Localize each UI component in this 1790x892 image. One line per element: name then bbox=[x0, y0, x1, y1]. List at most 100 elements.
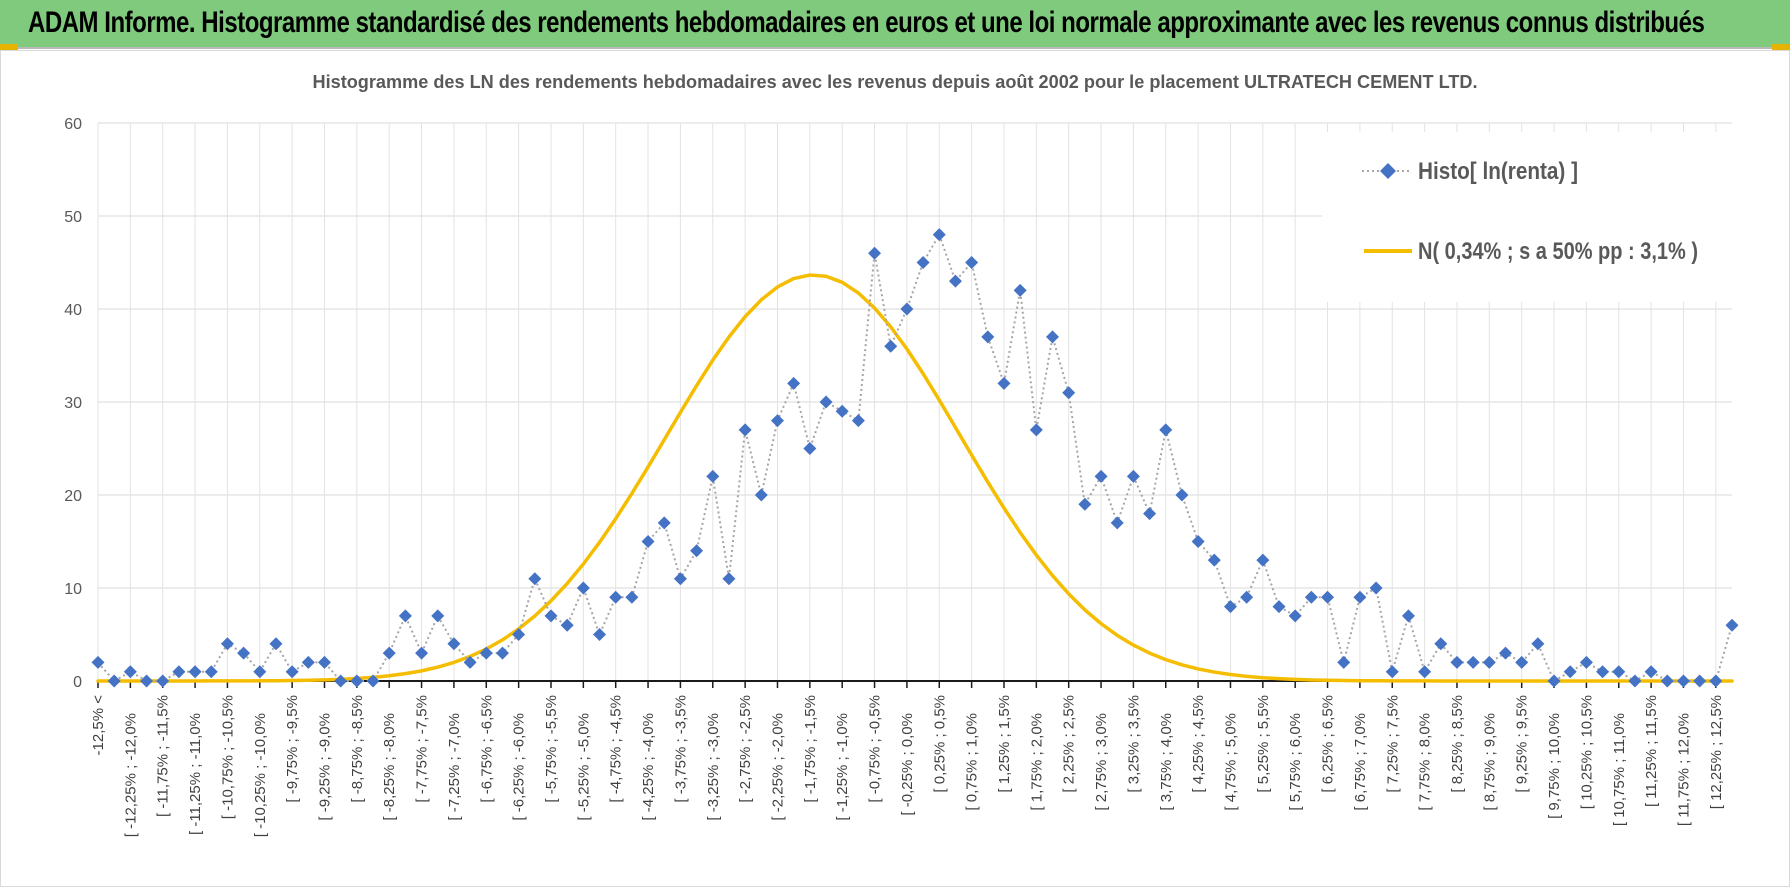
histogram-point bbox=[317, 655, 331, 669]
histogram-point bbox=[1143, 507, 1157, 521]
histogram-point bbox=[1256, 553, 1270, 567]
legend-box bbox=[1322, 132, 1732, 302]
x-tick-label: [ 10,25% ; 10,5% bbox=[1578, 695, 1595, 809]
histogram-point bbox=[1612, 665, 1626, 679]
histogram-point bbox=[1078, 497, 1092, 511]
histogram-point bbox=[965, 256, 979, 269]
x-tick-label: [ -5,75% ; -5,5% bbox=[543, 695, 560, 803]
histogram-point bbox=[1385, 665, 1399, 679]
histogram-point bbox=[1547, 674, 1561, 688]
histogram-point bbox=[1126, 469, 1140, 483]
x-tick-label: [ -9,75% ; -9,5% bbox=[284, 695, 301, 803]
histogram-point bbox=[285, 665, 299, 679]
x-tick-label: -12,5% < bbox=[90, 695, 107, 756]
x-tick-label: [ -0,75% ; -0,5% bbox=[867, 695, 884, 803]
histogram-point bbox=[1353, 590, 1367, 604]
x-tick-label: [ 9,75% ; 10,0% bbox=[1546, 713, 1563, 819]
x-tick-label: [ -7,75% ; -7,5% bbox=[414, 695, 431, 803]
x-tick-label: [ 12,25% ; 12,5% bbox=[1708, 695, 1725, 809]
x-axis-tick-labels: -12,5% < [ -12,25% ; -12,0% [ -11,75% ; -1… bbox=[90, 695, 1725, 837]
histogram-point bbox=[382, 646, 396, 660]
histogram-point bbox=[1175, 488, 1189, 502]
histogram-point bbox=[1499, 646, 1513, 660]
histogram-point bbox=[366, 674, 380, 688]
histogram-point bbox=[107, 674, 121, 688]
x-tick-label: [ -4,75% ; -4,5% bbox=[608, 695, 625, 803]
corner-accent-right bbox=[1772, 44, 1790, 50]
x-tick-label: [ -7,25% ; -7,0% bbox=[446, 713, 463, 821]
histogram-point bbox=[981, 330, 995, 344]
histogram-point bbox=[1466, 655, 1480, 669]
histogram-point bbox=[722, 572, 736, 586]
y-tick-label: 50 bbox=[64, 209, 82, 226]
y-tick-label: 20 bbox=[64, 488, 82, 505]
y-tick-label: 0 bbox=[73, 674, 82, 691]
histogram-point bbox=[269, 637, 283, 651]
histogram-point bbox=[1709, 674, 1723, 688]
histogram-point bbox=[948, 274, 962, 288]
chart-area: Histogramme des LN des rendements hebdom… bbox=[0, 50, 1790, 887]
x-tick-label: [ 4,25% ; 4,5% bbox=[1190, 695, 1207, 793]
histogram-point bbox=[1450, 655, 1464, 669]
y-tick-label: 10 bbox=[64, 581, 82, 598]
histogram-point bbox=[916, 256, 930, 269]
x-tick-label: [ -3,75% ; -3,5% bbox=[672, 695, 689, 803]
x-tick-label: [ 7,75% ; 8,0% bbox=[1417, 713, 1434, 811]
histogram-point bbox=[593, 628, 607, 641]
x-tick-label: [ 10,75% ; 11,0% bbox=[1611, 713, 1628, 826]
corner-accent-left bbox=[0, 44, 18, 50]
histogram-point bbox=[1515, 655, 1529, 669]
histogram-point bbox=[1223, 600, 1237, 614]
chart-title: Histogramme des LN des rendements hebdom… bbox=[313, 72, 1478, 92]
histogram-point bbox=[1418, 665, 1432, 679]
x-tick-label: [ -6,25% ; -6,0% bbox=[511, 713, 528, 821]
x-tick-label: [ 2,75% ; 3,0% bbox=[1093, 713, 1110, 811]
x-tick-label: [ -10,25% ; -10,0% bbox=[252, 713, 269, 837]
x-tick-label: [ -2,75% ; -2,5% bbox=[737, 695, 754, 803]
histogram-point bbox=[706, 469, 720, 483]
histogram-point bbox=[172, 665, 186, 679]
x-tick-label: [ -10,75% ; -10,5% bbox=[219, 695, 236, 819]
y-axis-tick-labels: 0 10 20 30 40 50 60 bbox=[64, 116, 82, 691]
x-tick-label: [ -5,25% ; -5,0% bbox=[575, 713, 592, 821]
histogram-point bbox=[900, 302, 914, 316]
legend-normal-label: N( 0,34% ; s a 50% pp : 3,1% ) bbox=[1418, 238, 1698, 265]
histogram-point bbox=[1288, 609, 1302, 623]
x-tick-label: [ -1,25% ; -1,0% bbox=[834, 713, 851, 821]
x-tick-label: [ 6,75% ; 7,0% bbox=[1352, 713, 1369, 811]
histogram-point bbox=[398, 609, 412, 623]
histogram-point bbox=[350, 674, 364, 688]
histogram-point bbox=[1046, 330, 1060, 344]
histogram-point bbox=[641, 535, 655, 548]
histogram-point bbox=[835, 404, 849, 418]
x-tick-label: [ 7,25% ; 7,5% bbox=[1384, 695, 1401, 793]
histogram-point bbox=[1401, 609, 1415, 623]
histogram-point bbox=[463, 655, 477, 669]
x-tick-label: [ -3,25% ; -3,0% bbox=[705, 713, 722, 821]
histogram-point bbox=[237, 646, 251, 660]
histogram-point bbox=[1693, 674, 1707, 688]
histogram-point bbox=[576, 581, 590, 595]
histogram-point bbox=[1482, 655, 1496, 669]
histogram-point bbox=[1628, 674, 1642, 688]
histogram-point bbox=[1191, 535, 1205, 548]
histogram-point bbox=[301, 655, 315, 669]
x-tick-label: [ -12,25% ; -12,0% bbox=[122, 713, 139, 837]
x-tick-label: [ -6,75% ; -6,5% bbox=[478, 695, 495, 803]
histogram-point bbox=[1321, 590, 1335, 604]
x-tick-label: [ 8,25% ; 8,5% bbox=[1449, 695, 1466, 793]
legend: Histo[ ln(renta) ] N( 0,34% ; s a 50% pp … bbox=[1322, 132, 1732, 302]
histogram-point bbox=[1725, 618, 1739, 632]
histogram-point bbox=[1596, 665, 1610, 679]
x-tick-label: [ -8,25% ; -8,0% bbox=[381, 713, 398, 821]
histogram-point bbox=[334, 674, 348, 688]
histogram-point bbox=[1563, 665, 1577, 679]
histogram-point bbox=[1434, 637, 1448, 651]
histogram-point bbox=[156, 674, 170, 688]
histogram-point bbox=[91, 655, 105, 669]
histogram-point bbox=[819, 395, 833, 409]
x-tick-label: [ 3,25% ; 3,5% bbox=[1125, 695, 1142, 793]
x-tick-label: [ -9,25% ; -9,0% bbox=[316, 713, 333, 821]
histogram-point bbox=[495, 646, 509, 660]
histogram-point bbox=[932, 228, 946, 242]
